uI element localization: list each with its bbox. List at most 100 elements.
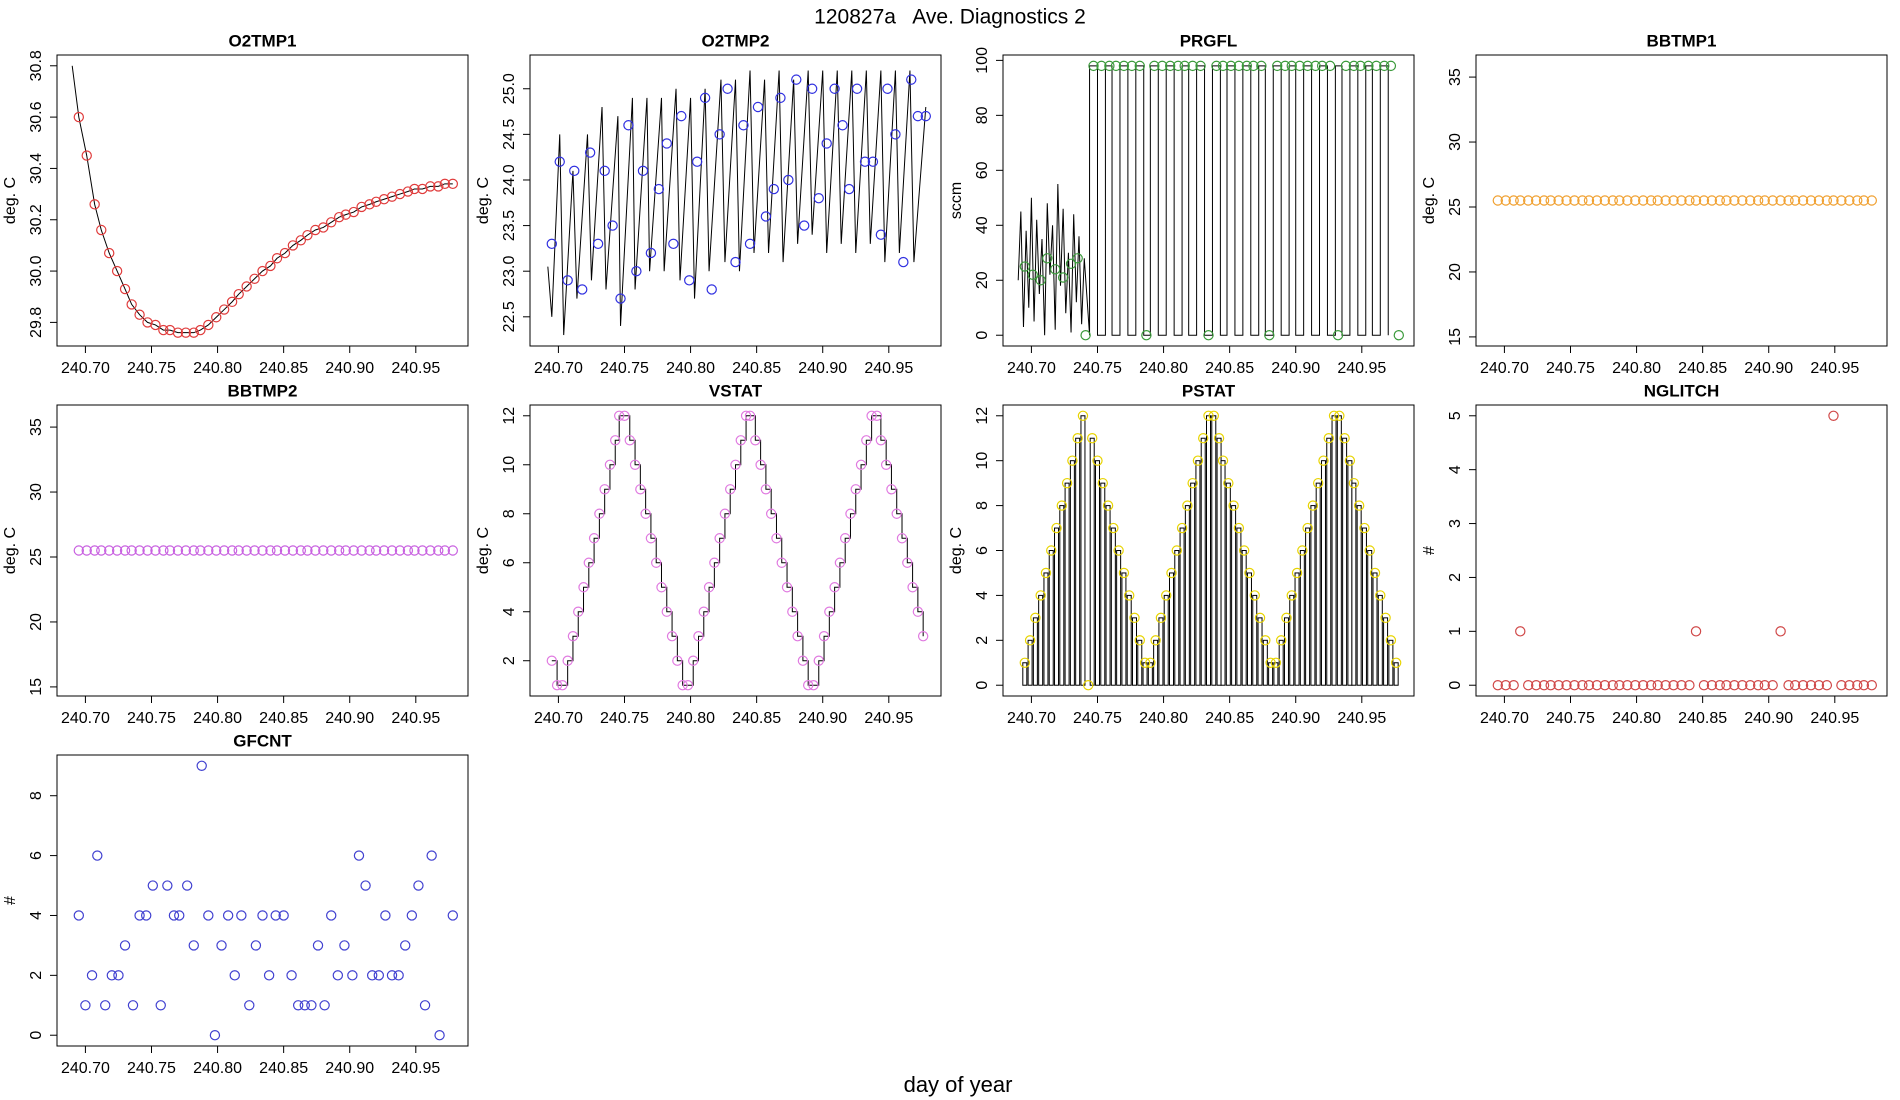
bar <box>1043 572 1049 686</box>
bar <box>1094 460 1100 686</box>
point <box>1233 60 1245 72</box>
point <box>1223 477 1234 489</box>
point <box>1254 612 1266 624</box>
point <box>1375 590 1386 601</box>
x-tick-label: 240.80 <box>1139 360 1188 377</box>
point <box>1393 330 1405 341</box>
point <box>1737 195 1748 206</box>
point <box>1583 680 1595 691</box>
point <box>1279 60 1291 72</box>
point <box>583 557 595 568</box>
point <box>1203 330 1214 341</box>
point <box>134 545 145 556</box>
point <box>1866 680 1878 691</box>
y-tick-label: 23.5 <box>501 210 518 241</box>
point <box>80 1000 91 1011</box>
x-tick-label: 240.80 <box>666 360 715 377</box>
point <box>725 484 736 495</box>
bar <box>1342 437 1348 686</box>
point <box>1198 433 1209 444</box>
bar <box>1032 617 1038 686</box>
x-tick-label: 240.80 <box>1612 710 1661 727</box>
point <box>1042 253 1053 264</box>
point <box>1363 60 1374 72</box>
panel-title: PRGFL <box>1180 31 1238 50</box>
point <box>134 309 145 320</box>
x-tick-label: 240.70 <box>1480 360 1529 377</box>
bar <box>1356 505 1362 686</box>
y-tick-label: 20 <box>974 271 991 289</box>
panel-title: BBTMP2 <box>228 381 298 400</box>
point <box>271 253 283 264</box>
y-tick-label: 3 <box>1447 519 1464 528</box>
point <box>1310 60 1321 72</box>
point <box>1813 680 1825 691</box>
x-tick-label: 240.90 <box>325 360 374 377</box>
line <box>1017 65 1389 336</box>
point <box>1390 657 1402 668</box>
point <box>546 655 558 666</box>
point <box>1302 60 1313 72</box>
bar <box>1273 662 1279 686</box>
y-tick-label: 25 <box>1447 198 1464 216</box>
x-tick-label: 240.80 <box>193 710 242 727</box>
point <box>366 970 378 981</box>
point <box>1217 455 1229 466</box>
x-tick-label: 240.90 <box>325 1060 374 1077</box>
x-tick-label: 240.95 <box>1810 710 1859 727</box>
point <box>203 545 214 556</box>
point <box>1553 195 1564 206</box>
point <box>310 545 321 556</box>
point <box>1035 590 1046 601</box>
point <box>1187 477 1198 489</box>
point <box>1577 195 1588 206</box>
point <box>765 508 777 519</box>
point <box>292 1000 304 1011</box>
point <box>126 545 137 556</box>
point <box>126 299 137 310</box>
point <box>912 606 924 617</box>
x-tick-label: 240.85 <box>1205 710 1254 727</box>
point <box>1328 410 1340 421</box>
point <box>614 410 625 421</box>
figure-title: 120827a Ave. Diagnostics 2 <box>814 6 1086 29</box>
x-tick-label: 240.95 <box>391 1060 440 1077</box>
y-tick-label: 20 <box>28 613 45 631</box>
point <box>1364 545 1375 556</box>
point <box>302 545 313 556</box>
point <box>249 545 260 556</box>
y-tick-label: 4 <box>501 607 518 616</box>
point <box>1217 60 1229 72</box>
point <box>1637 195 1649 206</box>
point <box>413 880 424 891</box>
point <box>394 188 406 200</box>
y-tick-label: 8 <box>974 501 991 510</box>
point <box>1515 195 1526 206</box>
point <box>1737 680 1748 691</box>
x-tick-label: 240.95 <box>1810 360 1859 377</box>
point <box>295 545 307 556</box>
point <box>419 1000 431 1011</box>
point <box>340 545 351 556</box>
bar <box>1305 527 1311 686</box>
point <box>279 247 291 259</box>
point <box>209 1030 221 1041</box>
point <box>1652 680 1663 691</box>
point <box>735 435 746 446</box>
plot-frame <box>56 54 469 347</box>
point <box>1256 60 1267 72</box>
point <box>394 545 406 556</box>
y-tick-label: 15 <box>1447 328 1464 346</box>
point <box>635 484 646 495</box>
point <box>850 484 861 495</box>
point <box>1124 590 1135 601</box>
panel-title: BBTMP1 <box>1647 31 1717 50</box>
point <box>218 304 230 315</box>
point <box>89 545 100 556</box>
x-tick-label: 240.80 <box>193 360 242 377</box>
point <box>1312 477 1324 489</box>
point <box>81 545 92 556</box>
bar <box>1158 617 1164 686</box>
point <box>691 156 703 167</box>
x-tick-label: 240.85 <box>1678 710 1727 727</box>
